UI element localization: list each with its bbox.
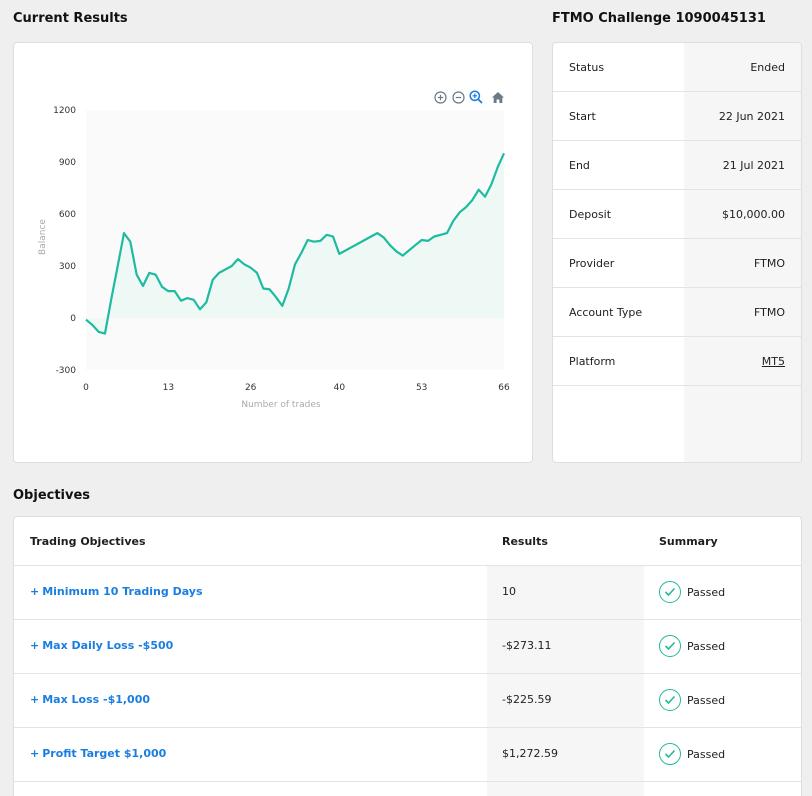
account-row-platform: Platform MT5 — [553, 337, 801, 386]
check-circle-icon — [659, 689, 681, 711]
table-header: Trading Objectives Results Summary — [14, 517, 801, 566]
y-axis-label: Balance — [38, 219, 48, 255]
account-row-end: End 21 Jul 2021 — [553, 141, 801, 190]
account-row-value: $10,000.00 — [722, 207, 785, 221]
zoom-in-icon[interactable] — [432, 89, 448, 105]
status-badge: Passed — [659, 635, 725, 657]
account-row-value: 21 Jul 2021 — [722, 158, 785, 172]
x-tick-label: 0 — [83, 383, 89, 393]
x-tick-label: 40 — [334, 383, 346, 393]
plus-icon: + — [30, 585, 40, 598]
plus-icon: + — [30, 747, 40, 760]
account-row-status: Status Ended — [553, 43, 801, 92]
check-circle-icon — [659, 635, 681, 657]
objective-expand-link[interactable]: + Profit Target $1,000 — [30, 747, 166, 760]
account-row-account-type: Account Type FTMO — [553, 288, 801, 337]
account-row-label: Deposit — [569, 207, 612, 221]
table-row: + Max Loss -$1,000 -$225.59 Passed — [14, 674, 801, 728]
account-row-label: Account Type — [569, 305, 643, 319]
y-tick-label: 0 — [70, 314, 76, 324]
objective-name: Minimum 10 Trading Days — [42, 585, 203, 598]
current-results-title: Current Results — [13, 11, 128, 26]
account-title: FTMO Challenge 1090045131 — [552, 11, 766, 26]
account-row-label: Status — [569, 60, 605, 74]
status-badge: Passed — [659, 581, 725, 603]
account-row-value: FTMO — [753, 305, 785, 319]
account-row-start: Start 22 Jun 2021 — [553, 92, 801, 141]
header-trading-objectives: Trading Objectives — [30, 535, 146, 548]
account-row-deposit: Deposit $10,000.00 — [553, 190, 801, 239]
objectives-title: Objectives — [13, 488, 91, 503]
account-row-value: 22 Jun 2021 — [718, 109, 785, 123]
status-text: Passed — [687, 585, 726, 599]
status-text: Passed — [687, 639, 726, 653]
y-tick-label: 600 — [59, 210, 76, 220]
objective-name: Max Loss -$1,000 — [42, 693, 151, 706]
account-row-value: FTMO — [753, 256, 785, 270]
y-tick-label: 300 — [59, 262, 76, 272]
status-badge: Passed — [659, 743, 725, 765]
y-tick-label: 900 — [59, 158, 76, 168]
zoom-out-icon[interactable] — [450, 89, 466, 105]
y-tick-label: 1200 — [53, 106, 76, 116]
status-text: Passed — [687, 747, 726, 761]
check-circle-icon — [659, 581, 681, 603]
objective-result: 10 — [502, 585, 516, 598]
table-row: + Profit Target $1,000 $1,272.59 Passed — [14, 728, 801, 782]
x-tick-label: 26 — [245, 383, 257, 393]
account-row-label: Start — [569, 109, 596, 123]
account-row-label: Platform — [569, 354, 616, 368]
objective-expand-link[interactable]: + Max Daily Loss -$500 — [30, 639, 173, 652]
x-tick-label: 13 — [163, 383, 174, 393]
status-text: Passed — [687, 693, 726, 707]
table-row: + Max Daily Loss -$500 -$273.11 Passed — [14, 620, 801, 674]
plus-icon: + — [30, 693, 40, 706]
header-results: Results — [502, 535, 548, 548]
series-line — [85, 152, 506, 335]
account-row-provider: Provider FTMO — [553, 239, 801, 288]
objective-result: -$225.59 — [502, 693, 552, 706]
objective-expand-link[interactable]: + Minimum 10 Trading Days — [30, 585, 203, 598]
y-tick-label: -300 — [56, 366, 77, 376]
objective-name: Profit Target $1,000 — [42, 747, 167, 760]
home-icon[interactable] — [490, 89, 506, 105]
header-summary: Summary — [659, 535, 718, 548]
account-row-label: Provider — [569, 256, 615, 270]
chart-card: 1200 900 600 300 0 -300 0 13 26 40 53 66 Number of t… — [13, 42, 533, 463]
series-area — [86, 153, 504, 334]
account-details-card: Status Ended Start 22 Jun 2021 End 21 Jul 202… — [552, 42, 802, 463]
objective-name: Max Daily Loss -$500 — [42, 639, 174, 652]
zoom-select-icon[interactable] — [468, 89, 484, 105]
chart-toolbar — [432, 89, 506, 105]
platform-link[interactable]: MT5 — [761, 354, 785, 368]
objective-expand-link[interactable]: + Max Loss -$1,000 — [30, 693, 150, 706]
x-tick-label: 66 — [498, 383, 510, 393]
account-row-value: Ended — [750, 60, 785, 74]
account-row-label: End — [569, 158, 590, 172]
check-circle-icon — [659, 743, 681, 765]
objectives-table: Trading Objectives Results Summary + Mini… — [13, 516, 802, 796]
status-badge: Passed — [659, 689, 725, 711]
objective-result: -$273.11 — [502, 639, 552, 652]
balance-chart: 1200 900 600 300 0 -300 0 13 26 40 53 66 Number of t… — [38, 106, 510, 410]
plus-icon: + — [30, 639, 40, 652]
objective-result: $1,272.59 — [502, 747, 558, 760]
table-row: + Minimum 10 Trading Days 10 Passed — [14, 566, 801, 620]
x-axis-label: Number of trades — [241, 400, 321, 410]
x-tick-label: 53 — [416, 383, 427, 393]
